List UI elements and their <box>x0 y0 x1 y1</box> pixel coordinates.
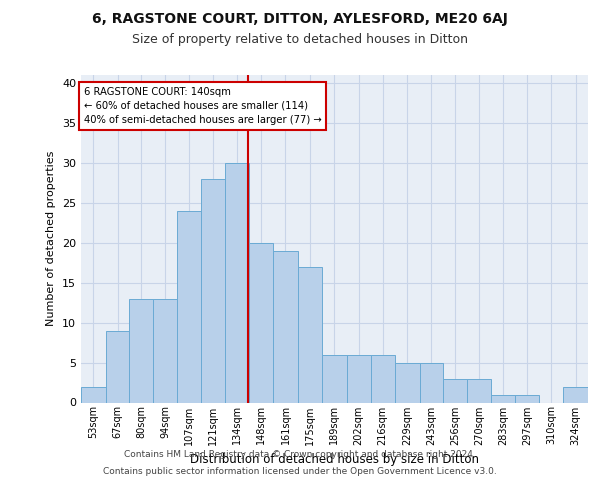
Text: Size of property relative to detached houses in Ditton: Size of property relative to detached ho… <box>132 32 468 46</box>
Bar <box>347 354 371 403</box>
Bar <box>443 378 467 402</box>
Bar <box>153 298 177 403</box>
Bar <box>371 354 395 403</box>
X-axis label: Distribution of detached houses by size in Ditton: Distribution of detached houses by size … <box>190 453 479 466</box>
Bar <box>201 179 226 402</box>
Y-axis label: Number of detached properties: Number of detached properties <box>46 151 56 326</box>
Bar <box>250 242 274 402</box>
Bar <box>563 386 588 402</box>
Bar <box>81 386 106 402</box>
Bar <box>274 250 298 402</box>
Bar <box>226 163 250 402</box>
Bar <box>419 362 443 403</box>
Bar <box>515 394 539 402</box>
Text: Contains HM Land Registry data © Crown copyright and database right 2024.: Contains HM Land Registry data © Crown c… <box>124 450 476 459</box>
Bar <box>177 211 201 402</box>
Bar <box>298 266 322 402</box>
Bar <box>491 394 515 402</box>
Text: Contains public sector information licensed under the Open Government Licence v3: Contains public sector information licen… <box>103 468 497 476</box>
Bar <box>322 354 347 403</box>
Bar <box>395 362 419 403</box>
Bar <box>106 330 129 402</box>
Bar <box>129 298 153 403</box>
Text: 6, RAGSTONE COURT, DITTON, AYLESFORD, ME20 6AJ: 6, RAGSTONE COURT, DITTON, AYLESFORD, ME… <box>92 12 508 26</box>
Bar <box>467 378 491 402</box>
Text: 6 RAGSTONE COURT: 140sqm
← 60% of detached houses are smaller (114)
40% of semi-: 6 RAGSTONE COURT: 140sqm ← 60% of detach… <box>83 87 322 125</box>
